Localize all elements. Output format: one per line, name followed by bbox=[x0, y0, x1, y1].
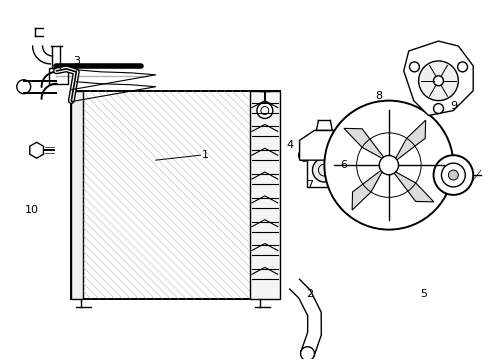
Text: 3: 3 bbox=[73, 56, 80, 66]
Text: 1: 1 bbox=[202, 150, 209, 160]
Text: 9: 9 bbox=[450, 100, 457, 111]
Circle shape bbox=[434, 155, 473, 195]
Text: 10: 10 bbox=[24, 205, 39, 215]
Polygon shape bbox=[290, 279, 321, 356]
Bar bbox=[72, 91, 83, 299]
Polygon shape bbox=[344, 129, 384, 158]
Circle shape bbox=[298, 149, 311, 161]
Text: 8: 8 bbox=[375, 91, 383, 101]
Bar bbox=[72, 91, 280, 299]
Polygon shape bbox=[30, 142, 44, 158]
Text: 5: 5 bbox=[420, 289, 427, 299]
Circle shape bbox=[257, 103, 273, 118]
Text: 7: 7 bbox=[306, 180, 313, 190]
Polygon shape bbox=[299, 130, 349, 160]
Text: 6: 6 bbox=[341, 160, 348, 170]
Text: 4: 4 bbox=[286, 140, 293, 150]
Polygon shape bbox=[394, 172, 434, 202]
Circle shape bbox=[448, 170, 458, 180]
Circle shape bbox=[300, 347, 315, 360]
Bar bbox=[49, 68, 69, 84]
Circle shape bbox=[379, 156, 398, 175]
Circle shape bbox=[313, 158, 336, 182]
Circle shape bbox=[338, 149, 350, 161]
Text: 2: 2 bbox=[306, 289, 313, 299]
Polygon shape bbox=[352, 171, 382, 210]
Polygon shape bbox=[404, 41, 473, 116]
Circle shape bbox=[434, 76, 443, 86]
Polygon shape bbox=[396, 120, 426, 160]
Circle shape bbox=[324, 100, 453, 230]
Circle shape bbox=[410, 62, 419, 72]
Circle shape bbox=[418, 61, 458, 100]
Bar bbox=[250, 91, 280, 299]
Circle shape bbox=[434, 104, 443, 113]
Bar bbox=[307, 143, 342, 187]
Circle shape bbox=[458, 62, 467, 72]
